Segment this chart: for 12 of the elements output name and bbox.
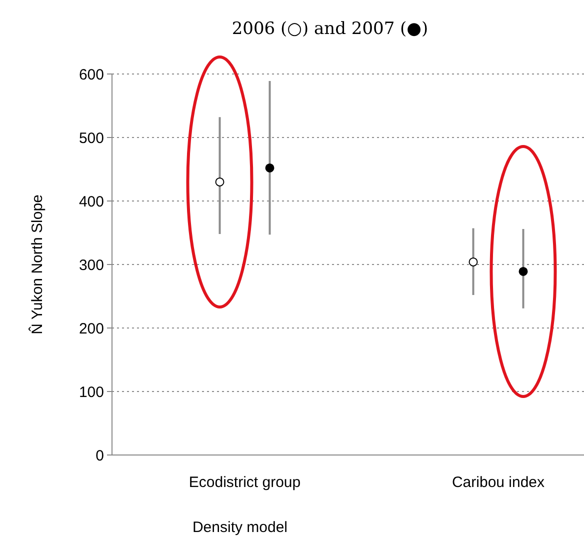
y-axis-title: N̂ Yukon North Slope	[28, 194, 46, 334]
y-tick-label: 300	[78, 256, 104, 274]
y-tick-label: 0	[96, 447, 104, 464]
y-tick-label: 600	[78, 66, 104, 84]
y-tick-label: 400	[78, 193, 104, 210]
y-tick-label: 100	[78, 384, 104, 401]
chart-title: 2006 (○) and 2007 (●)	[232, 19, 428, 39]
x-tick-label: Caribou index	[452, 474, 546, 491]
y-tick-label: 500	[78, 130, 104, 147]
y-tick-label: 200	[78, 320, 104, 338]
x-tick-label: Ecodistrict group	[188, 474, 301, 491]
x-axis-title: Density model	[192, 519, 288, 536]
